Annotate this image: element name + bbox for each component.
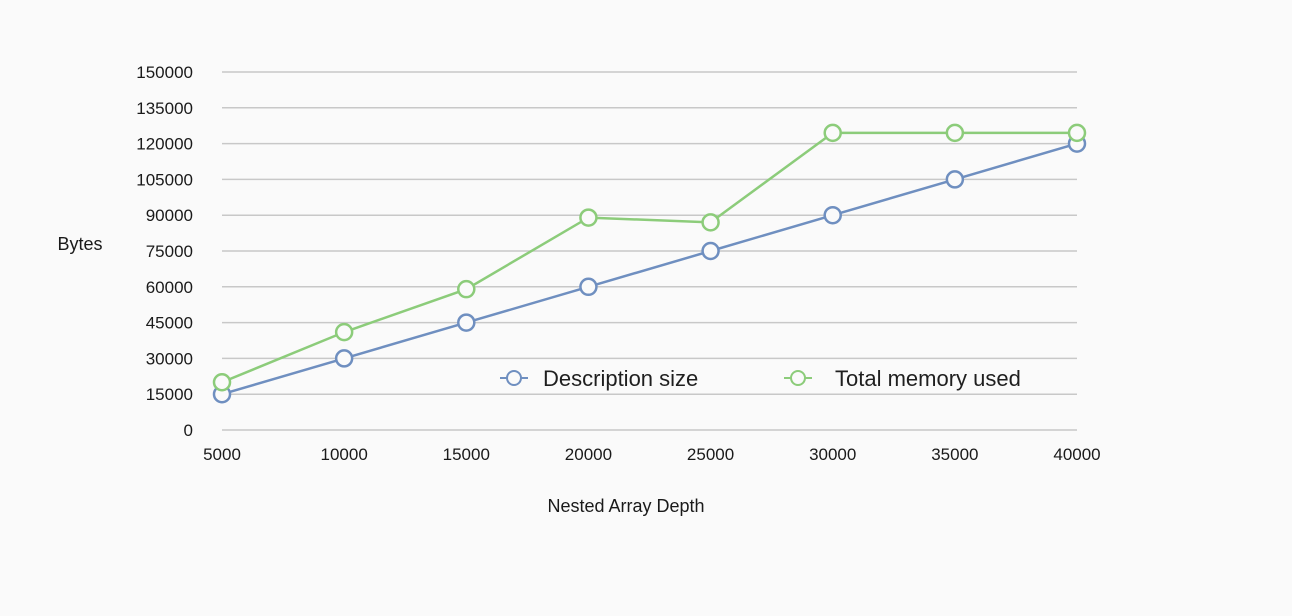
y-tick-label: 60000 bbox=[146, 278, 193, 297]
x-tick-label: 40000 bbox=[1053, 445, 1100, 464]
x-tick-label: 25000 bbox=[687, 445, 734, 464]
legend-label-total-memory-used: Total memory used bbox=[835, 366, 1021, 391]
x-tick-label: 10000 bbox=[321, 445, 368, 464]
legend: Description size Total memory used bbox=[500, 366, 1021, 391]
data-point-total-memory-used bbox=[457, 279, 476, 299]
data-point-description-size bbox=[823, 205, 842, 225]
data-point-description-size bbox=[945, 170, 965, 189]
y-tick-label: 45000 bbox=[146, 314, 193, 333]
data-point-total-memory-used bbox=[579, 208, 598, 227]
x-tick-label: 15000 bbox=[443, 445, 490, 464]
x-tick-labels: 5000 10000 15000 20000 25000 30000 35000 40000 bbox=[203, 445, 1101, 464]
y-tick-label: 0 bbox=[184, 421, 193, 440]
series-line-description-size bbox=[221, 142, 1078, 396]
y-axis-title: Bytes bbox=[57, 234, 102, 254]
x-axis-title: Nested Array Depth bbox=[547, 496, 704, 516]
data-point-total-memory-used bbox=[701, 213, 720, 232]
x-tick-label: 20000 bbox=[565, 445, 612, 464]
legend-marker-total-memory-used bbox=[790, 370, 806, 386]
series-group bbox=[212, 123, 1087, 404]
data-point-total-memory-used bbox=[945, 123, 965, 143]
data-point-description-size bbox=[701, 241, 720, 261]
y-tick-label: 105000 bbox=[136, 170, 193, 189]
y-tick-label: 30000 bbox=[146, 349, 193, 368]
data-point-description-size bbox=[457, 313, 476, 332]
y-tick-label: 150000 bbox=[136, 63, 193, 82]
y-tick-label: 135000 bbox=[136, 99, 193, 118]
y-tick-label: 15000 bbox=[146, 385, 193, 404]
x-tick-label: 35000 bbox=[931, 445, 978, 464]
y-tick-labels: 0 15000 30000 45000 60000 75000 90000 105000 120… bbox=[136, 63, 193, 440]
data-point-total-memory-used bbox=[1067, 123, 1087, 143]
data-point-description-size bbox=[334, 349, 354, 368]
data-point-description-size bbox=[579, 277, 598, 297]
y-tick-label: 120000 bbox=[136, 135, 193, 154]
x-tick-label: 5000 bbox=[203, 445, 241, 464]
data-point-total-memory-used bbox=[823, 123, 842, 143]
grid-lines bbox=[222, 71, 1077, 431]
data-point-total-memory-used bbox=[334, 322, 354, 342]
series-line-total-memory-used bbox=[221, 131, 1077, 384]
legend-marker-description-size bbox=[506, 370, 522, 386]
x-tick-label: 30000 bbox=[809, 445, 856, 464]
y-tick-label: 75000 bbox=[146, 242, 193, 261]
y-tick-label: 90000 bbox=[146, 206, 193, 225]
legend-label-description-size: Description size bbox=[543, 366, 698, 391]
data-point-total-memory-used bbox=[212, 373, 232, 392]
